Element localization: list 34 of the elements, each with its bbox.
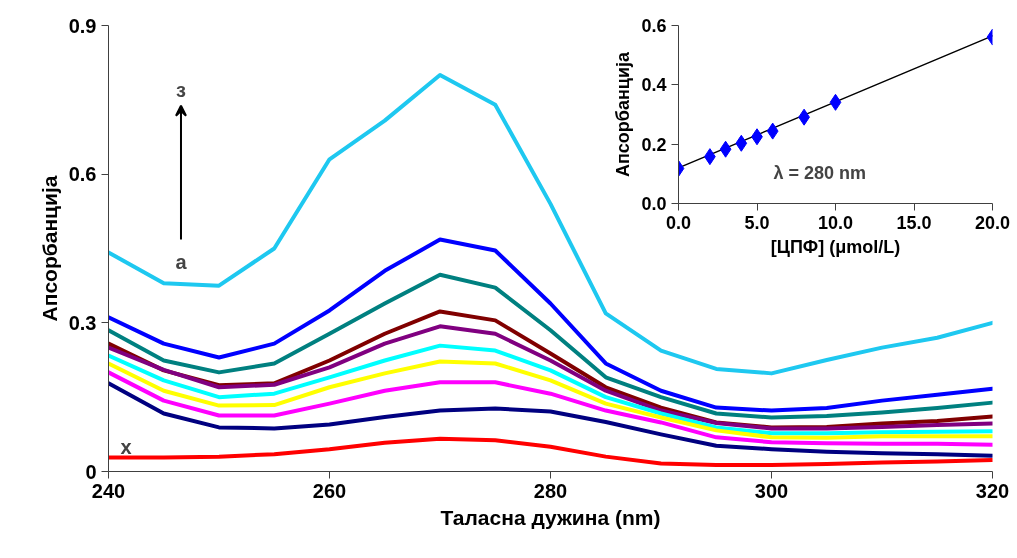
line-series: [108, 272, 993, 420]
x-tick-label: 20.0: [974, 212, 1011, 233]
annotation: з: [176, 79, 187, 102]
point: [735, 134, 748, 152]
line-series: [108, 436, 993, 468]
y-tick-label: 0.3: [68, 311, 97, 334]
x-axis-title: [ЦПФ] (μmol/L): [770, 236, 901, 257]
x-tick-label: 0.0: [665, 212, 692, 233]
point: [766, 122, 779, 140]
x-tick-label: 260: [312, 479, 347, 502]
x-tick-label: 5.0: [744, 212, 770, 233]
point: [829, 93, 842, 111]
y-tick-label: 0.6: [68, 163, 97, 186]
x-tick-label: 300: [754, 479, 789, 502]
x-tick-label: 15.0: [896, 212, 932, 233]
annotation: λ = 280 nm: [773, 163, 867, 184]
y-axis-title: Апсорбанција: [613, 51, 634, 178]
y-tick-label: 0.2: [641, 134, 667, 155]
y-tick-label: 0.4: [641, 75, 667, 96]
x-tick-label: 320: [975, 479, 1010, 502]
x-tick-label: 10.0: [817, 212, 854, 233]
line-series: [108, 381, 993, 458]
x-tick-label: 280: [533, 479, 568, 502]
x-axis-title: Таласна дужина (nm): [440, 505, 661, 529]
point: [719, 140, 732, 158]
annotation: а: [175, 250, 188, 273]
line-series: [108, 359, 993, 440]
annotation: х: [120, 435, 132, 458]
line-series: [108, 237, 993, 413]
line-series: [108, 343, 993, 436]
y-tick-label: 0.9: [68, 14, 97, 37]
y-axis-title: Апсорбанција: [37, 175, 61, 322]
y-tick-label: 0.6: [641, 16, 667, 36]
y-tick-label: 0.0: [641, 194, 667, 214]
